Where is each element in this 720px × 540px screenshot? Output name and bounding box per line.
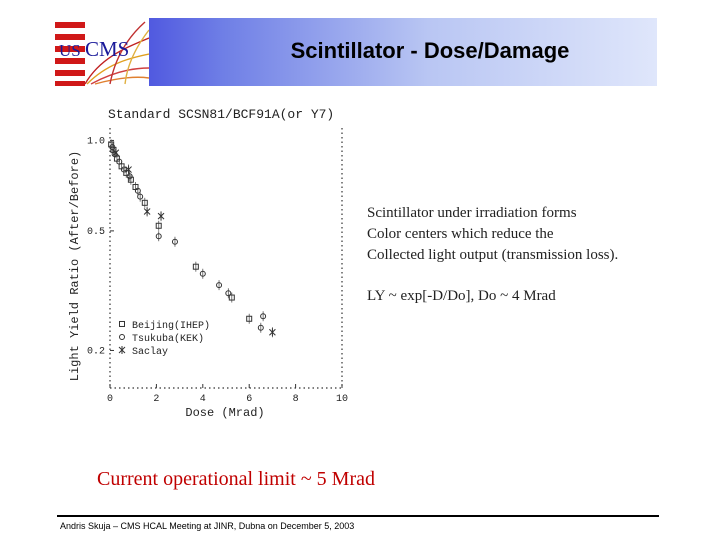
data-point xyxy=(246,315,253,322)
chart-legend: Beijing(IHEP)Tsukuba(KEK)Saclay xyxy=(118,320,210,358)
plot-frame xyxy=(109,128,343,389)
data-point xyxy=(126,173,133,180)
data-point xyxy=(155,222,162,229)
flag-stripes-icon xyxy=(55,18,85,86)
slide-title: Scintillator - Dose/Damage xyxy=(290,38,570,63)
legend-marker xyxy=(118,345,126,354)
data-point xyxy=(171,238,178,245)
data-point xyxy=(127,176,134,183)
footer-divider xyxy=(57,515,659,517)
data-point xyxy=(143,207,151,216)
x-tick-label: 4 xyxy=(200,394,206,405)
data-point xyxy=(216,282,223,289)
data-point xyxy=(157,212,165,221)
chart-title: Standard SCSN81/BCF91A(or Y7) xyxy=(108,107,334,122)
legend-label: Beijing(IHEP) xyxy=(132,320,210,332)
data-point xyxy=(125,165,132,174)
slide-header: US CMS Scintillator - Dose/Damage xyxy=(55,18,657,86)
legend-marker xyxy=(119,333,125,340)
data-point xyxy=(134,187,141,194)
data-point xyxy=(120,166,127,173)
legend-marker xyxy=(119,320,125,327)
y-axis-label: Light Yield Ratio (After/Before) xyxy=(68,151,82,381)
data-points xyxy=(108,139,276,338)
x-tick-label: 8 xyxy=(293,394,299,405)
note-line-1: Scintillator under irradiation forms xyxy=(367,205,577,221)
data-point xyxy=(141,199,148,206)
data-point xyxy=(155,233,162,240)
x-axis-label: Dose (Mrad) xyxy=(185,406,264,420)
header-gradient-bar xyxy=(55,18,657,86)
data-point xyxy=(228,294,235,301)
data-point xyxy=(199,270,206,277)
data-point xyxy=(112,148,120,157)
data-point xyxy=(269,328,276,337)
axis-ticks: 0 2 4 6 8 10 1.0 0.5 0.2 xyxy=(87,136,348,405)
logo-us-text: US xyxy=(59,41,81,60)
x-tick-label: 6 xyxy=(246,394,252,405)
data-point xyxy=(116,158,123,165)
x-tick-label: 10 xyxy=(336,394,348,405)
data-point xyxy=(257,324,264,331)
note-line-2: Color centers which reduce the xyxy=(367,226,554,242)
data-point xyxy=(109,144,116,151)
legend-label: Tsukuba(KEK) xyxy=(132,333,204,345)
operational-limit-text: Current operational limit ~ 5 Mrad xyxy=(97,468,375,490)
y-tick-label: 0.5 xyxy=(87,227,105,238)
x-tick-label: 0 xyxy=(107,394,113,405)
data-point xyxy=(225,290,232,297)
us-cms-logo: US CMS xyxy=(55,18,149,86)
data-point xyxy=(192,263,199,270)
note-line-3: Collected light output (transmission los… xyxy=(367,247,619,263)
x-tick-label: 2 xyxy=(153,394,159,405)
y-tick-label: 1.0 xyxy=(87,136,105,147)
dose-damage-chart: Standard SCSN81/BCF91A(or Y7) Light Yiel… xyxy=(68,107,348,420)
data-point xyxy=(260,313,267,320)
y-tick-label: 0.2 xyxy=(87,346,105,357)
footer-text: Andris Skuja – CMS HCAL Meeting at JINR,… xyxy=(60,521,355,531)
detector-swirl-icon xyxy=(84,21,149,85)
logo-cms-text: CMS xyxy=(85,37,129,61)
legend-label: Saclay xyxy=(132,346,168,358)
note-formula: LY ~ exp[-D/Do], Do ~ 4 Mrad xyxy=(367,288,556,304)
data-point xyxy=(137,193,144,200)
